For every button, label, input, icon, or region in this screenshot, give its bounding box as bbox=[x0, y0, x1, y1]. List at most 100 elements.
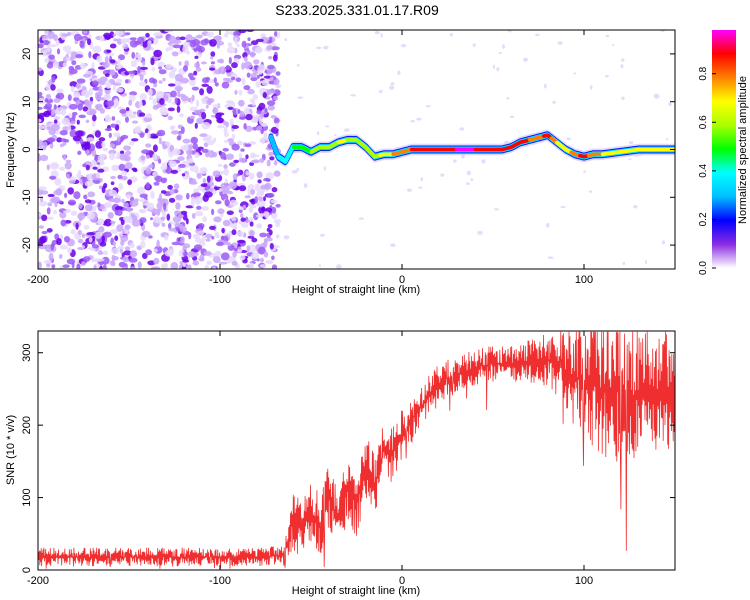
noise-speckle bbox=[256, 171, 263, 179]
noise-speckle bbox=[123, 145, 131, 151]
noise-speckle bbox=[163, 202, 167, 211]
noise-speckle bbox=[336, 264, 342, 269]
noise-speckle bbox=[85, 100, 93, 106]
noise-speckle bbox=[48, 44, 57, 48]
noise-speckle bbox=[220, 152, 227, 160]
noise-speckle bbox=[199, 167, 208, 175]
noise-speckle bbox=[269, 242, 274, 250]
noise-speckle bbox=[153, 216, 161, 224]
noise-speckle bbox=[108, 152, 116, 160]
noise-speckle bbox=[552, 100, 556, 104]
noise-speckle bbox=[231, 125, 239, 129]
noise-speckle bbox=[95, 141, 104, 149]
noise-speckle bbox=[65, 174, 70, 179]
noise-speckle bbox=[207, 150, 215, 158]
noise-speckle bbox=[162, 144, 168, 150]
noise-speckle bbox=[43, 260, 53, 264]
noise-speckle bbox=[140, 155, 146, 161]
noise-speckle bbox=[138, 198, 147, 202]
noise-speckle bbox=[219, 187, 223, 192]
noise-speckle bbox=[198, 108, 206, 113]
noise-speckle bbox=[179, 113, 184, 118]
noise-speckle bbox=[180, 126, 185, 134]
noise-speckle bbox=[58, 166, 66, 171]
noise-speckle bbox=[164, 94, 169, 102]
noise-speckle bbox=[226, 210, 234, 216]
noise-speckle bbox=[234, 37, 238, 45]
noise-speckle bbox=[276, 234, 280, 239]
noise-speckle bbox=[145, 154, 150, 159]
noise-speckle bbox=[291, 170, 298, 174]
noise-speckle bbox=[247, 88, 255, 95]
noise-speckle bbox=[131, 51, 136, 59]
noise-speckle bbox=[112, 197, 122, 204]
noise-speckle bbox=[263, 251, 269, 258]
noise-speckle bbox=[178, 61, 182, 66]
noise-speckle bbox=[96, 55, 102, 63]
noise-speckle bbox=[239, 255, 246, 261]
ridge-core bbox=[273, 147, 278, 151]
noise-speckle bbox=[55, 94, 61, 99]
noise-speckle bbox=[46, 137, 56, 143]
noise-speckle bbox=[211, 208, 215, 216]
noise-speckle bbox=[92, 45, 102, 53]
noise-speckle bbox=[98, 85, 102, 92]
noise-speckle bbox=[73, 33, 82, 42]
noise-speckle bbox=[68, 103, 78, 110]
noise-speckle bbox=[87, 38, 92, 46]
noise-speckle bbox=[125, 116, 129, 123]
noise-speckle bbox=[358, 217, 364, 220]
noise-speckle bbox=[83, 73, 92, 78]
noise-speckle bbox=[77, 150, 82, 155]
noise-speckle bbox=[187, 251, 196, 258]
noise-speckle bbox=[233, 247, 238, 252]
noise-speckle bbox=[126, 107, 130, 112]
noise-speckle bbox=[496, 67, 500, 72]
noise-speckle bbox=[245, 219, 250, 223]
noise-speckle bbox=[67, 124, 72, 132]
noise-speckle bbox=[198, 257, 205, 262]
noise-speckle bbox=[269, 156, 275, 161]
noise-speckle bbox=[245, 171, 250, 176]
noise-speckle bbox=[105, 81, 112, 89]
noise-speckle bbox=[178, 223, 183, 230]
noise-speckle bbox=[120, 239, 125, 246]
noise-speckle bbox=[201, 206, 209, 211]
y-tick-label: 0 bbox=[21, 567, 33, 573]
noise-speckle bbox=[82, 163, 87, 168]
noise-speckle bbox=[82, 176, 86, 185]
noise-speckle bbox=[470, 178, 474, 182]
noise-speckle bbox=[139, 209, 145, 213]
noise-speckle bbox=[453, 159, 457, 163]
noise-speckle bbox=[222, 219, 231, 227]
noise-speckle bbox=[508, 30, 512, 33]
noise-speckle bbox=[226, 79, 234, 83]
noise-speckle bbox=[247, 235, 255, 239]
x-tick-label: 0 bbox=[399, 575, 405, 587]
noise-speckle bbox=[141, 149, 150, 154]
noise-speckle bbox=[137, 261, 142, 269]
noise-speckle bbox=[127, 179, 132, 186]
noise-speckle bbox=[104, 128, 112, 132]
noise-speckle bbox=[158, 69, 167, 75]
noise-speckle bbox=[175, 36, 181, 41]
noise-speckle bbox=[194, 152, 200, 159]
noise-speckle bbox=[48, 253, 54, 262]
noise-speckle bbox=[283, 235, 290, 240]
noise-speckle bbox=[98, 137, 106, 142]
noise-speckle bbox=[251, 237, 258, 243]
noise-speckle bbox=[271, 264, 278, 269]
noise-speckle bbox=[46, 216, 54, 220]
noise-speckle bbox=[239, 110, 245, 118]
noise-speckle bbox=[148, 164, 154, 169]
noise-speckle bbox=[246, 245, 251, 253]
noise-speckle bbox=[275, 221, 281, 228]
noise-speckle bbox=[472, 43, 476, 47]
noise-speckle bbox=[94, 130, 101, 138]
noise-speckle bbox=[51, 124, 60, 131]
noise-speckle bbox=[109, 43, 117, 49]
noise-speckle bbox=[217, 163, 223, 167]
noise-speckle bbox=[264, 211, 270, 219]
noise-speckle bbox=[164, 250, 174, 257]
noise-speckle bbox=[78, 202, 83, 210]
